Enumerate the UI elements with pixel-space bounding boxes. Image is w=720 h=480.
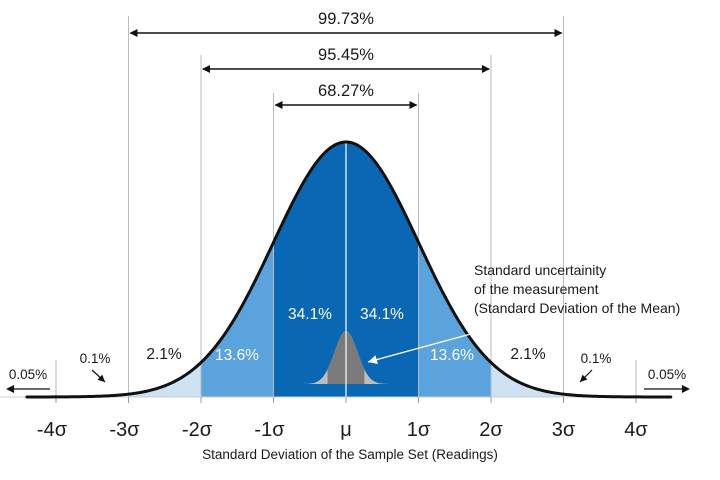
tail-pointer-1: [579, 369, 593, 383]
coverage-range-2sigma: 95.45%: [202, 46, 490, 73]
x-tick-label: 1σ: [407, 419, 431, 441]
range-percent-label: 68.27%: [318, 82, 374, 100]
band-percent-label: 13.6%: [215, 347, 259, 364]
band-fill-5: [491, 362, 564, 397]
x-tick-label: 3σ: [552, 419, 576, 441]
x-tick-label: -3σ: [109, 419, 140, 441]
band-percent-label: 2.1%: [146, 346, 182, 363]
bell-curve: [25, 140, 673, 399]
range-percent-label: 95.45%: [318, 46, 374, 64]
tail-right: 0.05%: [644, 367, 690, 393]
band-percent-label: 0.1%: [80, 351, 111, 366]
band-percent-label: 0.1%: [581, 351, 612, 366]
pointer-head: [580, 374, 588, 382]
tail-percent-label: 0.05%: [648, 367, 686, 382]
range-arrow-left: [274, 101, 283, 109]
range-arrow-left: [202, 65, 210, 73]
band-percent-label: 13.6%: [430, 347, 474, 364]
curve-layer: [25, 140, 673, 399]
sigma-gridlines: [55, 16, 637, 397]
x-tick-label: -2σ: [182, 419, 213, 441]
annotation: Standard uncertainity of the measurement (…: [367, 262, 680, 364]
x-tick-label: 2σ: [479, 419, 503, 441]
tail-arrow-head: [6, 385, 14, 393]
x-tick-label: 4σ: [624, 419, 648, 441]
range-arrow-right: [482, 65, 490, 73]
annotation-pointer-head: [368, 355, 378, 364]
x-axis: -4σ -3σ -2σ -1σ μ 1σ 2σ 3σ 4σ: [0, 396, 672, 441]
band-percent-label: 34.1%: [288, 306, 332, 323]
pointer-head: [97, 374, 105, 382]
annotation-line: of the measurement: [474, 281, 599, 297]
tail-pointer-0: [91, 369, 106, 383]
band-labels: 34.1% 34.1% 13.6% 13.6% 2.1% 2.1% 0.1% 0.1% 0.05…: [6, 306, 690, 393]
annotation-line: (Standard Deviation of the Mean): [474, 300, 680, 316]
tail-arrow-head: [682, 385, 690, 393]
annotation-pointer-line: [367, 331, 479, 363]
x-tick-label: μ: [340, 419, 352, 441]
range-arrow-right: [409, 101, 418, 109]
range-arrow-left: [129, 29, 138, 37]
band-percent-label: 2.1%: [510, 346, 546, 363]
annotation-line: Standard uncertainity: [474, 262, 606, 278]
x-tick-label: -1σ: [254, 419, 285, 441]
range-arrow-right: [554, 29, 563, 37]
band-percent-label: 34.1%: [360, 306, 404, 323]
x-tick-label: -4σ: [37, 419, 68, 441]
band-fill-4: [128, 362, 201, 397]
coverage-range-3sigma: 99.73%: [129, 10, 563, 37]
x-axis-title: Standard Deviation of the Sample Set (Re…: [202, 447, 498, 462]
tail-percent-label: 0.05%: [9, 367, 47, 382]
coverage-ranges: 68.27% 95.45% 99.73%: [129, 10, 563, 109]
tail-left: 0.05%: [6, 367, 50, 393]
coverage-range-1sigma: 68.27%: [274, 82, 418, 109]
range-percent-label: 99.73%: [318, 10, 374, 28]
